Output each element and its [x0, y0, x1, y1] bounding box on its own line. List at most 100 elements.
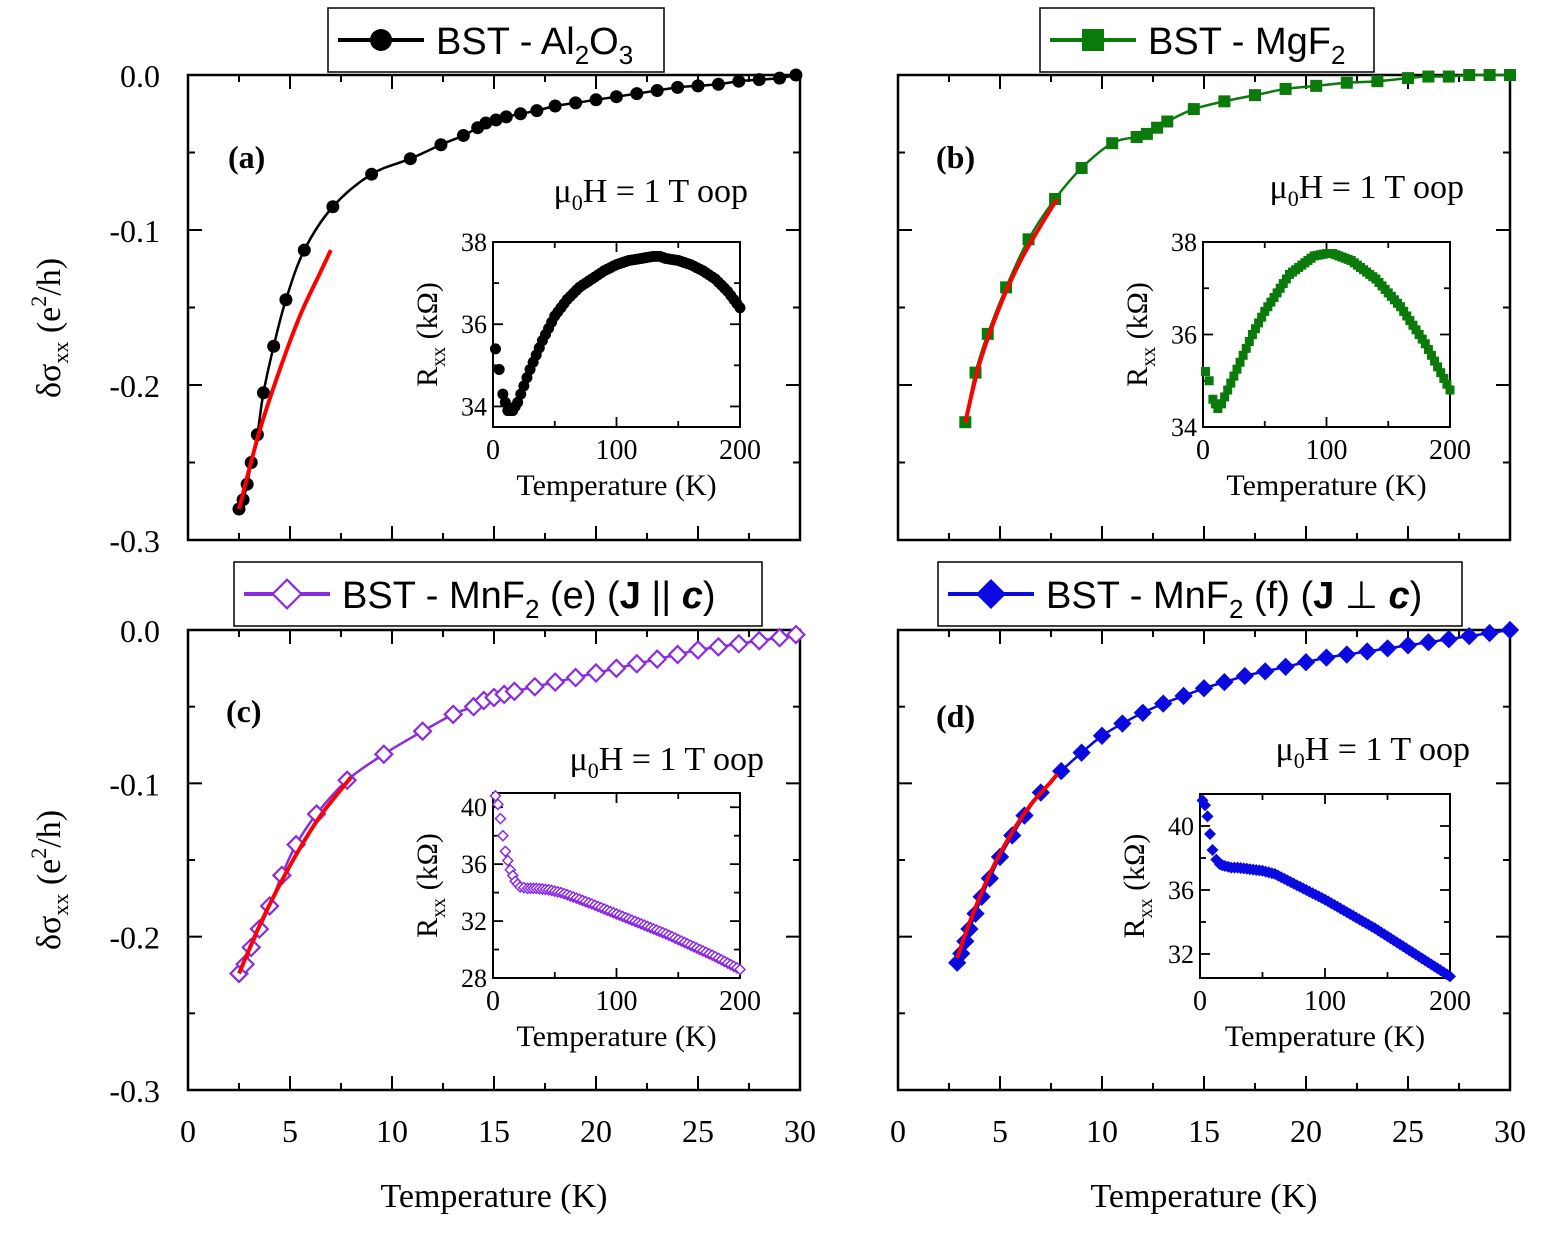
inset-point — [1208, 394, 1218, 404]
legend: BST - Al2O3 — [327, 7, 665, 73]
ylabel-sup: 2 — [26, 848, 51, 859]
data-point — [565, 667, 586, 688]
inset-point — [1439, 373, 1449, 383]
inset-ylabel-sub: xx — [428, 898, 450, 918]
annotation-text: H = 1 T oop — [1305, 731, 1470, 768]
y-tick-label: 0.0 — [120, 58, 160, 94]
annotation-mu: μ — [1269, 169, 1287, 206]
data-point — [1140, 127, 1153, 140]
inset-y-tick-label: 38 — [1171, 228, 1197, 257]
inset-point — [1275, 283, 1285, 293]
annotation-mu: μ — [553, 173, 571, 210]
inset-ylabel-main: R — [411, 918, 444, 938]
data-point — [504, 681, 525, 702]
data-point — [267, 339, 281, 353]
data-point — [1442, 70, 1455, 83]
ylabel-sup: 2 — [26, 296, 51, 307]
data-point — [1249, 89, 1261, 102]
ylabel-main: δσ — [31, 364, 68, 398]
svg-text:δσxx (e2/h): δσxx (e2/h) — [26, 810, 73, 950]
inset-x-tick-label: 200 — [1429, 435, 1471, 466]
inset-point — [489, 343, 501, 355]
data-point — [1072, 743, 1091, 762]
inset-x-tick-label: 100 — [1306, 435, 1348, 466]
inset: 0 100 200 34 36 38 Temperature (K) Rxx (kΩ) — [411, 228, 761, 502]
inset-point — [1229, 371, 1239, 381]
data-point — [1317, 648, 1336, 667]
annotation-mu: μ — [1275, 731, 1293, 768]
data-point — [479, 116, 493, 130]
inset-point — [501, 854, 514, 867]
legend-relation: || — [641, 575, 682, 617]
inset: 0 100 200 34 36 38 Temperature (K) Rxx (kΩ) — [1121, 228, 1471, 502]
annotation-mu: μ — [569, 741, 587, 778]
inset-y-label: Rxx (kΩ) — [411, 833, 450, 938]
data-point — [630, 87, 644, 101]
panel-label: (c) — [226, 693, 262, 729]
inset-markers — [489, 789, 747, 976]
data-point — [499, 110, 513, 124]
inset-x-label: Temperature (K) — [1226, 469, 1426, 502]
legend-sub: 2 — [1331, 40, 1345, 70]
inset-point — [1235, 357, 1245, 367]
data-point — [1340, 76, 1353, 89]
data-point — [279, 293, 293, 307]
data-point — [1460, 626, 1479, 646]
inset-y-label-group: Rxx (kΩ) — [1118, 834, 1157, 939]
data-point — [1402, 72, 1414, 85]
field-annotation: μ0H = 1 T oop — [553, 173, 748, 215]
inset-x-tick-label: 200 — [719, 986, 761, 1017]
inset-y-label: Rxx (kΩ) — [1121, 282, 1160, 387]
data-point — [1082, 29, 1104, 51]
panel-d: BST - MnF2 (f) (J ⊥ c)0 5 10 15 20 25 30(d)μ0H… — [890, 561, 1526, 1149]
legend-mid: O — [589, 21, 619, 63]
inset-point — [1206, 844, 1219, 856]
ylabel-open: (e — [31, 307, 68, 342]
inset-x-tick-label: 0 — [1196, 435, 1210, 466]
y-tick-label: 0.0 — [120, 613, 160, 649]
y-tick-label: -0.3 — [109, 523, 160, 559]
x-tick-label: 15 — [478, 1113, 510, 1149]
panel-label: (a) — [228, 139, 265, 175]
annotation-text: H = 1 T oop — [583, 173, 748, 210]
data-point — [365, 167, 379, 181]
legend-sub: 2 — [525, 594, 539, 624]
data-point — [1504, 69, 1516, 81]
annotation-sub: 0 — [572, 190, 583, 215]
data-point — [514, 107, 528, 121]
panel-label: (b) — [936, 139, 975, 175]
legend-sub: 2 — [575, 40, 589, 70]
inset-point — [1263, 302, 1273, 312]
y-tick-label: -0.1 — [109, 213, 160, 249]
legend-sub: 2 — [1229, 594, 1243, 624]
legend: BST - MnF2 (e) (J || c) — [233, 561, 763, 627]
data-point — [1310, 79, 1323, 92]
legend-label: BST - Al2O3 — [436, 21, 633, 70]
inset-markers — [489, 250, 746, 417]
inset-y-label: Rxx (kΩ) — [411, 282, 450, 387]
data-point — [489, 113, 503, 127]
data-point — [524, 676, 545, 697]
data-point — [975, 578, 1007, 610]
inset-point — [1426, 350, 1436, 360]
data-point — [530, 104, 544, 118]
inset-x-tick-label: 100 — [596, 435, 638, 466]
data-point — [1256, 662, 1275, 681]
data-point — [1358, 642, 1377, 661]
inset-ylabel-sub: xx — [428, 347, 450, 367]
inset-point — [1226, 378, 1236, 388]
ylabel-open: (e — [31, 859, 68, 894]
inset-x-tick-label: 0 — [486, 986, 500, 1017]
inset-frame — [1202, 241, 1451, 428]
panel-label: (d) — [936, 698, 975, 734]
data-point — [271, 578, 303, 610]
inset-point — [1199, 799, 1211, 812]
inset-point — [491, 798, 505, 811]
inset-ylabel-main: R — [1121, 367, 1154, 387]
inset-point — [1396, 302, 1406, 312]
data-point — [1500, 620, 1520, 640]
data-point — [650, 84, 664, 97]
data-point — [1398, 636, 1418, 655]
inset-point — [1436, 368, 1446, 378]
y-tick-label: -0.2 — [109, 368, 160, 404]
